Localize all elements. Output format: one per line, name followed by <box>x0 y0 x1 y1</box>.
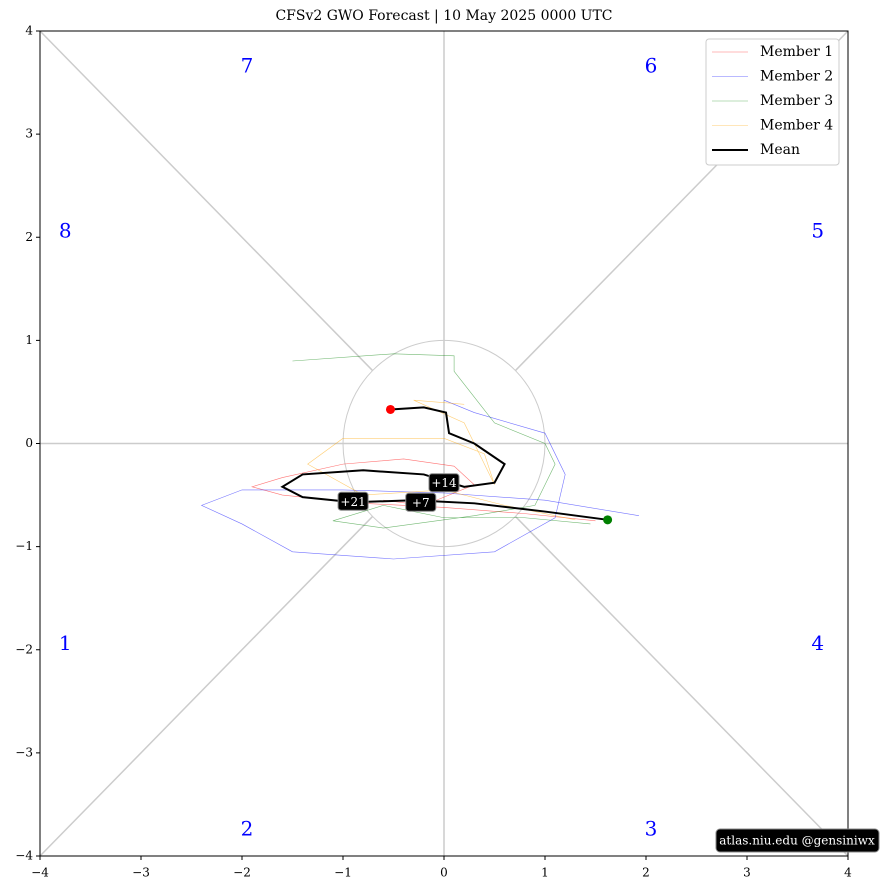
y-tick-label: −3 <box>15 745 33 759</box>
x-tick-label: −1 <box>334 866 352 880</box>
legend-label: Member 1 <box>760 44 833 60</box>
phase-divider <box>39 515 374 857</box>
y-tick-label: −4 <box>15 849 33 863</box>
phase-label: 4 <box>811 631 824 655</box>
y-tick-label: 0 <box>25 436 33 450</box>
x-tick-label: −3 <box>132 866 150 880</box>
x-tick-label: 3 <box>743 866 751 880</box>
day-label-box <box>405 492 437 512</box>
start-dot <box>603 515 613 525</box>
phase-label: 2 <box>241 817 254 841</box>
y-tick-label: −2 <box>15 642 33 656</box>
y-tick-label: 3 <box>25 127 33 141</box>
phase-label: 8 <box>59 219 72 243</box>
chart-title: CFSv2 GWO Forecast | 10 May 2025 0000 UT… <box>275 8 612 24</box>
y-tick-label: 2 <box>25 230 33 244</box>
x-tick-label: 2 <box>642 866 650 880</box>
y-tick-label: 1 <box>25 333 33 347</box>
day-label: +21 <box>340 495 365 509</box>
phase-divider <box>514 515 849 857</box>
day-label: +7 <box>412 496 430 510</box>
phase-label: 7 <box>241 54 254 78</box>
phase-label: 5 <box>811 219 824 243</box>
end-dot <box>385 404 395 414</box>
legend-label: Member 2 <box>760 69 833 85</box>
phase-label: 3 <box>645 817 658 841</box>
legend-label: Member 4 <box>760 118 833 134</box>
x-tick-label: 0 <box>440 866 448 880</box>
day-label-box <box>337 491 369 511</box>
day-label-box <box>428 473 460 493</box>
x-tick-label: 4 <box>844 866 852 880</box>
legend-label: Member 3 <box>760 93 833 109</box>
member-line <box>292 353 591 529</box>
y-tick-label: 4 <box>25 24 33 38</box>
member-line <box>307 399 576 521</box>
legend-box <box>705 38 840 166</box>
x-tick-label: −2 <box>233 866 251 880</box>
member-line <box>200 399 639 560</box>
phase-label: 6 <box>645 54 658 78</box>
credit-box <box>715 828 880 853</box>
x-tick-label: 1 <box>541 866 549 880</box>
day-label: +14 <box>431 476 457 490</box>
y-tick-label: −1 <box>15 539 33 553</box>
x-tick-label: −4 <box>31 866 49 880</box>
legend-label: Mean <box>760 142 800 158</box>
credit: atlas.niu.edu @gensiniwx <box>719 834 875 848</box>
phase-divider <box>39 30 374 372</box>
phase-label: 1 <box>59 631 72 655</box>
